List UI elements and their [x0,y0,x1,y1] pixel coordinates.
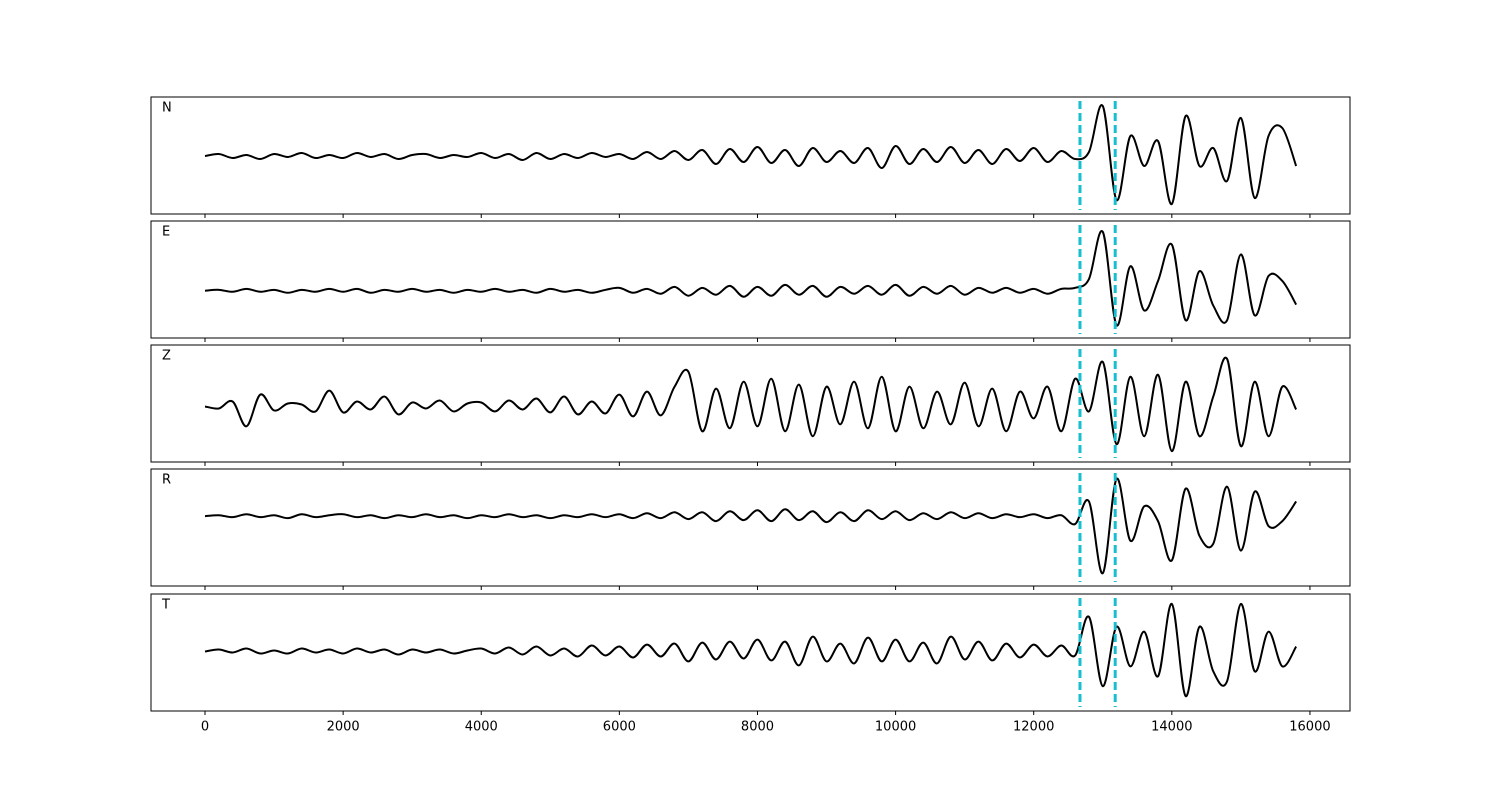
panel-frame [150,468,1351,587]
trace [204,602,1297,698]
panel-label: N [162,101,172,116]
x-tick-label: 2000 [327,720,360,735]
panel-frame [150,220,1351,339]
x-tick-label: 4000 [465,720,498,735]
trace [204,230,1298,327]
x-tick-label: 0 [201,720,209,735]
panel-label: R [162,473,171,488]
trace [204,104,1298,206]
x-tick-label: 12000 [1013,720,1054,735]
panel-frame [150,344,1351,463]
panel-frame [150,96,1351,215]
x-tick-label: 16000 [1289,720,1330,735]
trace [204,477,1297,575]
panel-frame [150,593,1351,712]
x-tick-label: 8000 [741,720,774,735]
x-tick-label: 14000 [1151,720,1192,735]
x-tick-label: 6000 [603,720,636,735]
panel-label: Z [162,349,171,364]
trace [204,356,1298,453]
panel-label: E [162,225,170,240]
panel-label: T [161,598,170,613]
x-tick-label: 10000 [875,720,916,735]
